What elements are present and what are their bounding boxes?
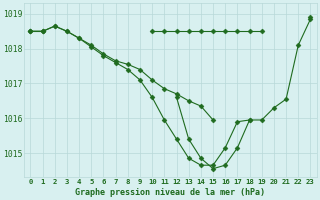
X-axis label: Graphe pression niveau de la mer (hPa): Graphe pression niveau de la mer (hPa) — [76, 188, 266, 197]
